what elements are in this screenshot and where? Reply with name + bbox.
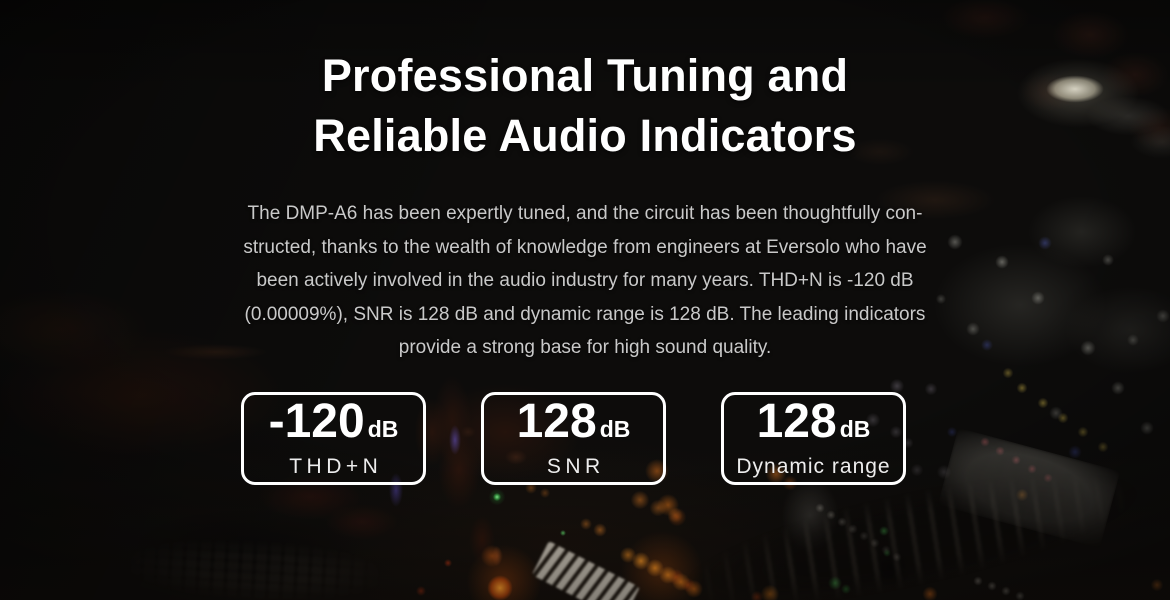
description-text: The DMP-A6 has been expertly tuned, and … <box>243 203 927 358</box>
stat-value: -120 <box>268 394 365 448</box>
stat-unit: dB <box>599 415 631 442</box>
stat-value-line: 128 dB <box>757 397 871 452</box>
title-line-1: Professional Tuning and <box>321 50 849 101</box>
page-title: Professional Tuning and Reliable Audio I… <box>0 46 1170 166</box>
stat-value-line: -120 dB <box>269 397 399 452</box>
stat-label: Dynamic range <box>736 454 891 478</box>
stat-label: THD+N <box>289 454 383 478</box>
stat-unit: dB <box>839 415 871 442</box>
stat-label: SNR <box>546 454 605 478</box>
stat-value: 128 <box>516 394 597 448</box>
stat-box-snr: 128 dB SNR <box>481 392 666 485</box>
stats-row: -120 dB THD+N 128 dB SNR 128 dB Dynamic ran… <box>241 392 906 485</box>
stat-unit: dB <box>367 415 399 442</box>
stat-value-line: 128 dB <box>517 397 631 452</box>
stat-box-dynamic-range: 128 dB Dynamic range <box>721 392 906 485</box>
title-line-2: Reliable Audio Indicators <box>313 110 857 161</box>
stat-box-thd-n: -120 dB THD+N <box>241 392 426 485</box>
stat-value: 128 <box>756 394 837 448</box>
